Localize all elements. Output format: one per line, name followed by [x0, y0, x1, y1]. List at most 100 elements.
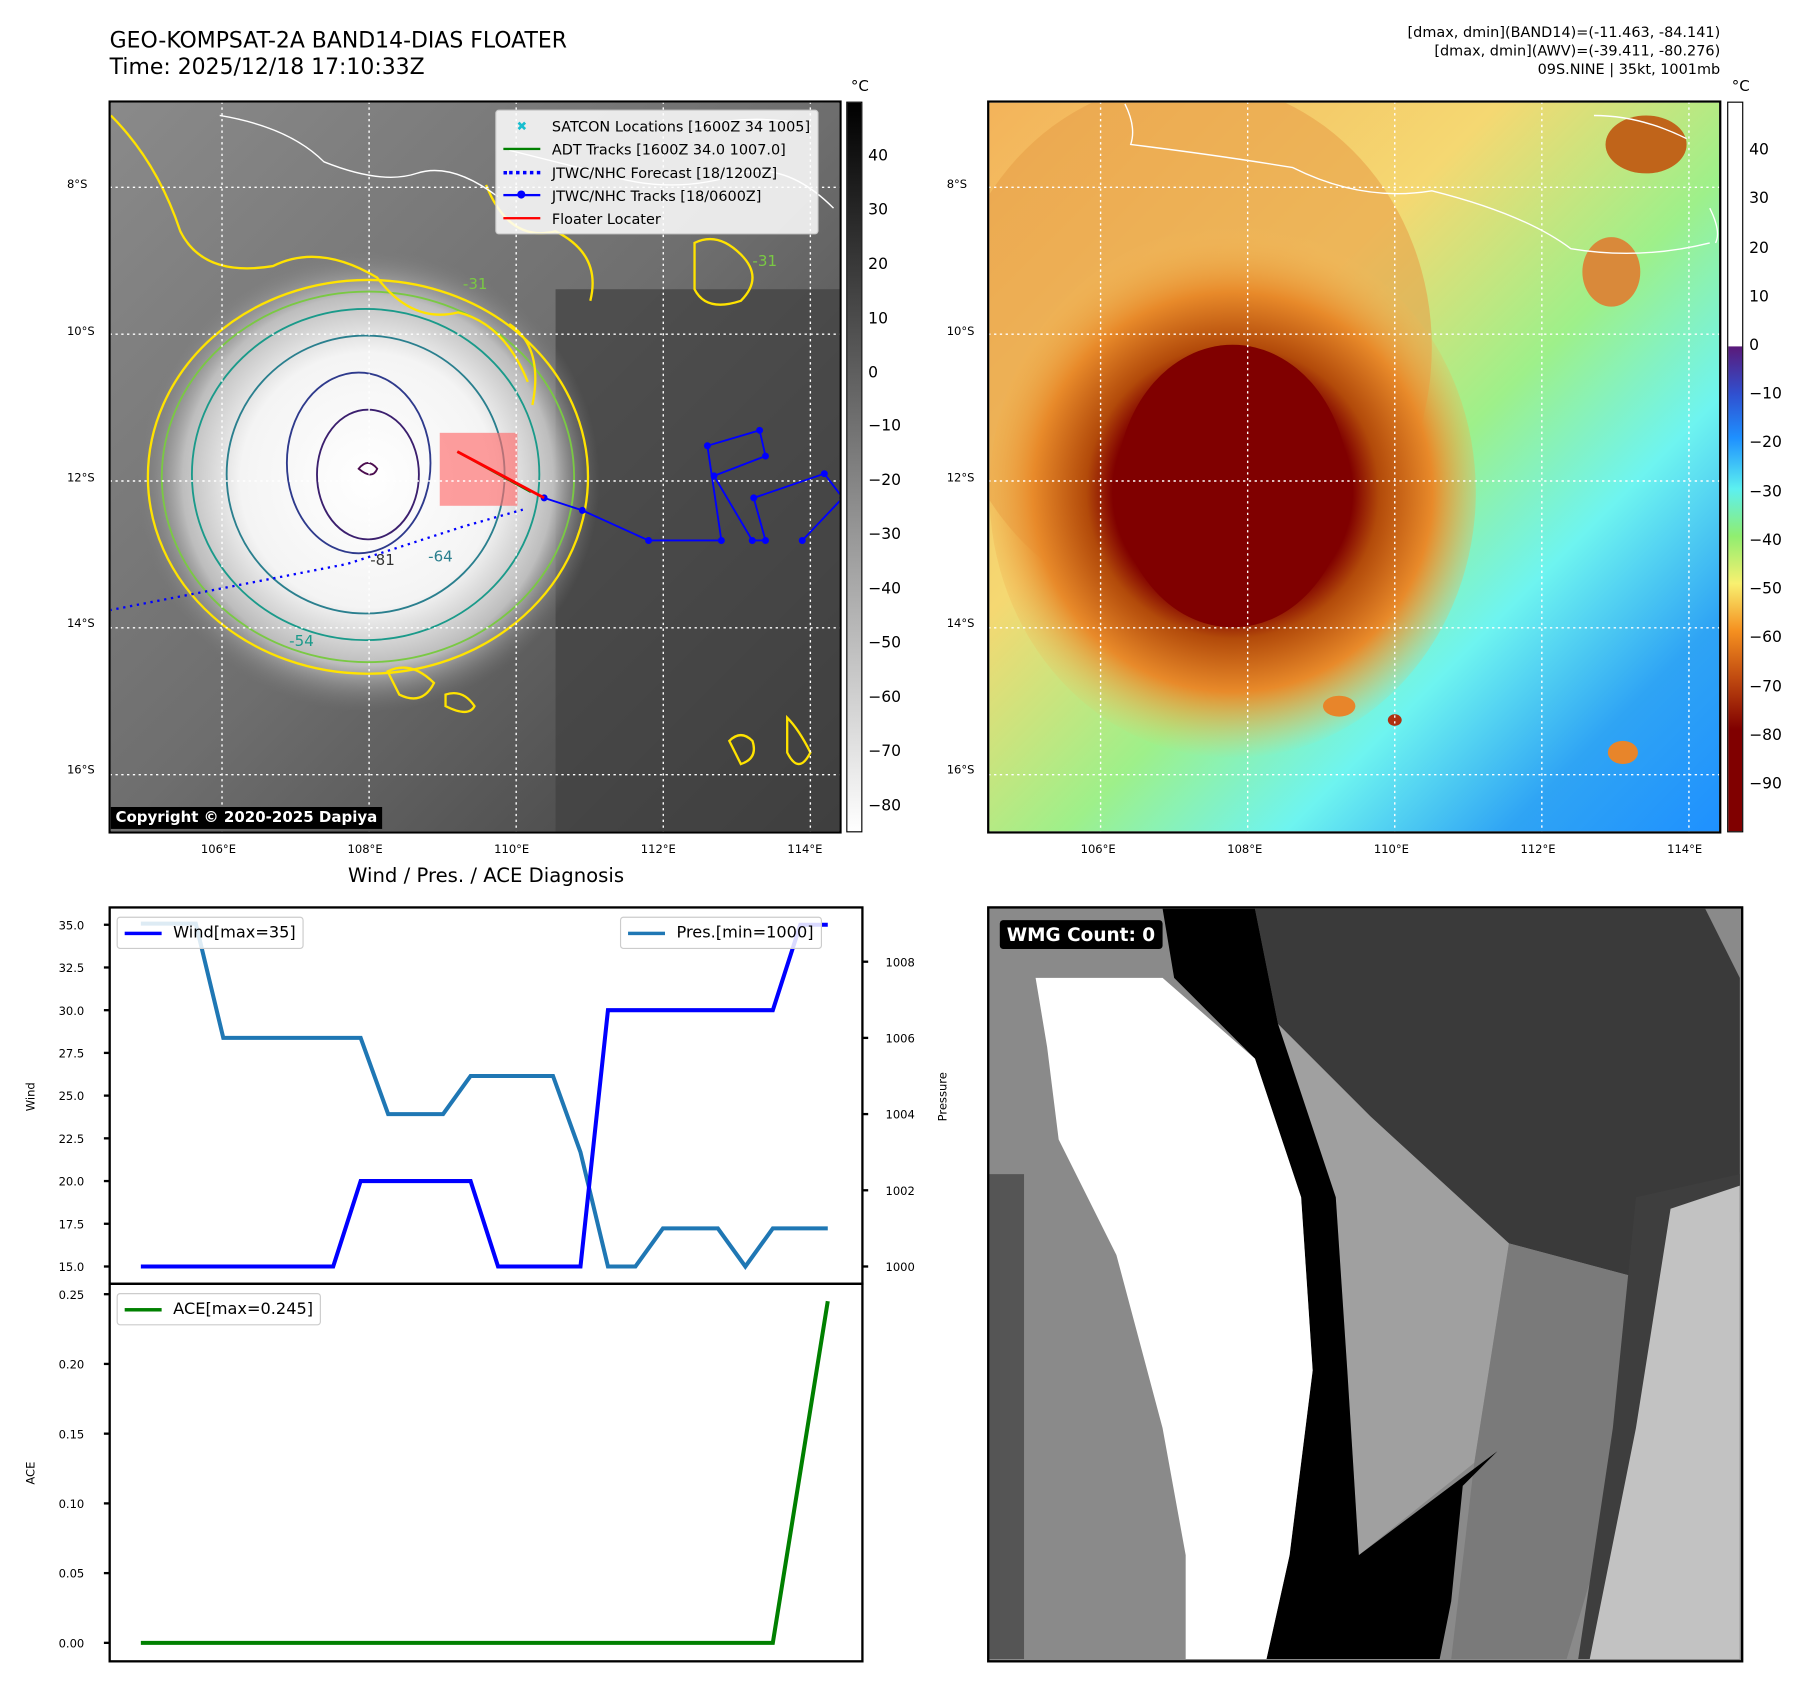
wind-legend-swatch: [124, 931, 162, 935]
lon-tick-label: 108°E: [347, 843, 383, 857]
wind-tick-label: 15.0: [59, 1260, 85, 1274]
lat-tick-label: 14°S: [66, 618, 95, 631]
legend-item: ADT Tracks [1600Z 34.0 1007.0]: [503, 137, 810, 160]
ace-tick-label: 0.15: [59, 1427, 85, 1441]
convective-cell: [1607, 740, 1638, 765]
colorbar-tick-label: −90: [1749, 774, 1782, 794]
wmg-count-label: WMG Count: 0: [999, 920, 1163, 949]
jtwc-track-point: [748, 537, 756, 544]
jtwc-track-point: [762, 452, 769, 460]
contour-label: -81: [370, 551, 395, 569]
pressure-tick-label: 1006: [886, 1032, 915, 1046]
pressure-line: [140, 921, 828, 1270]
contour-label: -31: [463, 275, 488, 293]
lon-tick-label: 106°E: [200, 843, 236, 857]
pressure-tick-label: 1004: [886, 1108, 915, 1122]
contour-teal: [190, 307, 541, 642]
jtwc-track-point: [717, 537, 725, 544]
colorbar-tick-label: 0: [868, 363, 879, 382]
jtwc-track-point: [798, 537, 806, 544]
legend-label: JTWC/NHC Tracks [18/0600Z]: [551, 186, 762, 204]
storm-info: 09S.NINE | 35kt, 1001mb: [1537, 60, 1721, 78]
legend-item: JTWC/NHC Forecast [18/1200Z]: [503, 160, 810, 183]
colorbar-grayscale: [846, 101, 863, 833]
colorbar-awv: [1727, 101, 1744, 833]
legend-item: ✖ SATCON Locations [1600Z 34 1005]: [503, 114, 811, 137]
stats-info: [dmax, dmin](BAND14)=(-11.463, -84.141) …: [1408, 23, 1721, 78]
legend-swatch: [503, 170, 541, 174]
jtwc-track-point: [820, 470, 828, 478]
contour-label: -64: [428, 547, 453, 565]
colorbar-tick-label: −10: [868, 417, 902, 436]
wind-tick-label: 32.5: [59, 961, 85, 975]
colorbar-tick-label: 30: [1749, 189, 1769, 209]
lat-tick-label: 16°S: [946, 764, 975, 778]
jtwc-track-point: [762, 537, 769, 544]
contour-green: [160, 290, 576, 664]
wind-legend-label: Wind[max=35]: [173, 923, 296, 943]
ace-legend-swatch: [124, 1307, 162, 1311]
map-legend: ✖ SATCON Locations [1600Z 34 1005] ADT Tra…: [495, 109, 819, 235]
legend-label: Floater Locater: [551, 209, 661, 227]
legend-swatch: [503, 147, 541, 151]
lat-tick-label: 8°S: [66, 178, 88, 192]
legend-label: ADT Tracks [1600Z 34.0 1007.0]: [551, 140, 786, 158]
core-region: [1116, 344, 1349, 628]
clear-region: [555, 289, 840, 832]
pressure-legend: Pres.[min=1000]: [619, 916, 822, 949]
legend-label: JTWC/NHC Forecast [18/1200Z]: [551, 163, 778, 181]
lat-tick-label: 16°S: [66, 764, 95, 778]
convective-cell: [1322, 695, 1356, 717]
colorbar-tick-label: −70: [868, 742, 902, 761]
wmg-region-white: [1035, 977, 1313, 1660]
legend-item: JTWC/NHC Tracks [18/0600Z]: [503, 184, 810, 207]
wind-tick-label: 22.5: [59, 1132, 85, 1146]
lat-tick-label: 14°S: [946, 618, 975, 631]
jtwc-track-point: [750, 494, 758, 502]
lat-tick-label: 12°S: [946, 471, 975, 485]
colorbar-tick-label: −10: [1749, 384, 1782, 404]
ace-legend-label: ACE[max=0.245]: [173, 1299, 314, 1319]
ace-tick-label: 0.05: [59, 1567, 85, 1581]
lon-tick-label: 110°E: [494, 843, 530, 857]
wind-tick-label: 30.0: [59, 1004, 85, 1018]
wmg-region-light: [1278, 1024, 1509, 1556]
lat-tick-label: 10°S: [946, 325, 975, 339]
jtwc-track-point: [703, 442, 711, 450]
contour-label: -31: [752, 252, 777, 270]
title-line-1: GEO-KOMPSAT-2A BAND14-DIAS FLOATER: [109, 27, 567, 54]
awv-map-canvas: [989, 102, 1720, 832]
jtwc-track-line: [543, 429, 840, 542]
contour-navy: [285, 371, 432, 555]
legend-label: SATCON Locations [1600Z 34 1005]: [551, 117, 811, 135]
lat-tick-label: 10°S: [66, 325, 95, 339]
colorbar-tick-label: −30: [868, 525, 902, 545]
convective-cell: [1605, 115, 1687, 174]
wind-tick-label: 25.0: [59, 1089, 85, 1103]
colorbar-tick-label: 40: [868, 146, 889, 165]
wind-tick-label: 17.5: [59, 1217, 85, 1231]
pressure-tick-label: 1002: [886, 1184, 915, 1198]
wind-tick-label: 20.0: [59, 1175, 85, 1189]
wind-legend: Wind[max=35]: [116, 916, 304, 949]
diagnosis-title: Wind / Pres. / ACE Diagnosis: [348, 864, 625, 888]
colorbar-tick-label: −50: [1749, 579, 1782, 599]
colorbar-tick-label: −80: [1749, 725, 1782, 745]
band14-range: [dmax, dmin](BAND14)=(-11.463, -84.141): [1407, 23, 1721, 41]
jtwc-track-point: [839, 497, 840, 499]
ace-tick-label: 0.00: [59, 1636, 85, 1650]
contour-label: -54: [289, 632, 314, 650]
lon-tick-label: 114°E: [1667, 843, 1703, 857]
ace-tick-label: 0.10: [59, 1497, 85, 1511]
jtwc-track-point: [710, 472, 718, 480]
contour-yellow: [146, 278, 590, 675]
ace-axes-frame: [108, 1282, 864, 1663]
contour-purple: [316, 408, 420, 541]
colorbar-tick-label: 40: [1749, 140, 1769, 160]
jtwc-track-point: [756, 426, 764, 434]
pressure-legend-label: Pres.[min=1000]: [676, 923, 814, 943]
floater-box: [439, 432, 518, 506]
colorbar-tick-label: −40: [1749, 530, 1782, 550]
colorbar-tick-label: −40: [868, 579, 902, 599]
ace-legend: ACE[max=0.245]: [116, 1293, 322, 1326]
